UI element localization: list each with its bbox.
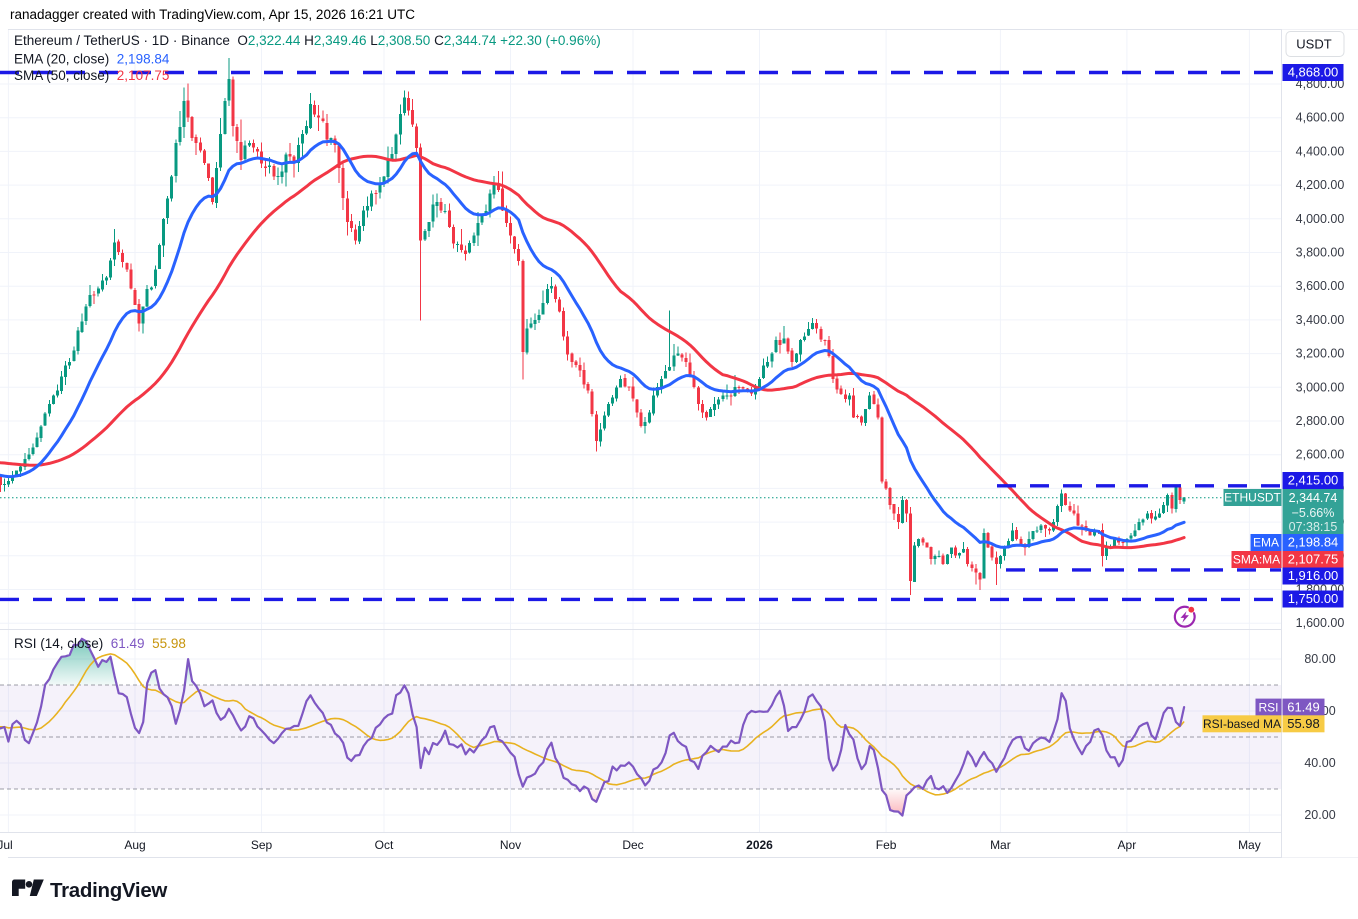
svg-text:2,198.84: 2,198.84 bbox=[1288, 535, 1339, 550]
svg-text:Sep: Sep bbox=[251, 838, 273, 852]
svg-text:4,868.00: 4,868.00 bbox=[1288, 65, 1339, 80]
svg-text:1,750.00: 1,750.00 bbox=[1288, 591, 1339, 606]
svg-text:2,415.00: 2,415.00 bbox=[1288, 473, 1339, 488]
svg-text:Apr: Apr bbox=[1118, 838, 1137, 852]
svg-text:4,200.00: 4,200.00 bbox=[1296, 178, 1345, 192]
svg-text:Dec: Dec bbox=[622, 838, 643, 852]
svg-text:RSI-based MA: RSI-based MA bbox=[1203, 717, 1281, 731]
svg-text:2,344.74: 2,344.74 bbox=[1289, 491, 1338, 505]
svg-text:EMA: EMA bbox=[1253, 536, 1279, 550]
svg-text:Ethereum / TetherUS · 1D · Bin: Ethereum / TetherUS · 1D · Binance O2,32… bbox=[14, 33, 601, 48]
svg-text:2,800.00: 2,800.00 bbox=[1296, 414, 1345, 428]
svg-text:2026: 2026 bbox=[746, 838, 773, 852]
svg-text:2,600.00: 2,600.00 bbox=[1296, 448, 1345, 462]
svg-text:3,200.00: 3,200.00 bbox=[1296, 347, 1345, 361]
svg-text:TradingView: TradingView bbox=[50, 879, 167, 902]
svg-text:USDT: USDT bbox=[1296, 37, 1331, 52]
svg-text:EMA (20, close) 2,198.84: EMA (20, close) 2,198.84 bbox=[14, 52, 170, 67]
svg-text:3,000.00: 3,000.00 bbox=[1296, 380, 1345, 394]
svg-text:−5.66%: −5.66% bbox=[1292, 506, 1335, 520]
svg-text:4,400.00: 4,400.00 bbox=[1296, 144, 1345, 158]
svg-text:SMA (50, close) 2,107.75: SMA (50, close) 2,107.75 bbox=[14, 68, 169, 83]
svg-text:61.49: 61.49 bbox=[1287, 699, 1320, 714]
svg-text:SMA:MA: SMA:MA bbox=[1233, 553, 1280, 567]
svg-text:07:38:15: 07:38:15 bbox=[1289, 520, 1338, 534]
svg-text:1,600.00: 1,600.00 bbox=[1296, 616, 1345, 630]
svg-text:Feb: Feb bbox=[876, 838, 897, 852]
svg-text:40.00: 40.00 bbox=[1304, 756, 1335, 770]
svg-text:Jul: Jul bbox=[0, 838, 13, 852]
svg-text:Mar: Mar bbox=[990, 838, 1011, 852]
svg-text:Nov: Nov bbox=[500, 838, 521, 852]
svg-text:80.00: 80.00 bbox=[1304, 652, 1335, 666]
svg-text:55.98: 55.98 bbox=[1287, 716, 1320, 731]
svg-text:4,000.00: 4,000.00 bbox=[1296, 212, 1345, 226]
svg-text:RSI: RSI bbox=[1258, 700, 1278, 714]
svg-text:Aug: Aug bbox=[124, 838, 145, 852]
svg-text:1,916.00: 1,916.00 bbox=[1288, 568, 1339, 583]
svg-text:ETHUSDT: ETHUSDT bbox=[1224, 491, 1281, 505]
svg-text:20.00: 20.00 bbox=[1304, 808, 1335, 822]
svg-text:4,600.00: 4,600.00 bbox=[1296, 111, 1345, 125]
svg-text:3,400.00: 3,400.00 bbox=[1296, 313, 1345, 327]
svg-text:2,107.75: 2,107.75 bbox=[1288, 552, 1339, 567]
svg-text:ranadagger created with Tradin: ranadagger created with TradingView.com,… bbox=[10, 7, 415, 22]
svg-text:3,800.00: 3,800.00 bbox=[1296, 246, 1345, 260]
svg-text:3,600.00: 3,600.00 bbox=[1296, 279, 1345, 293]
svg-text:Oct: Oct bbox=[375, 838, 394, 852]
svg-text:RSI (14, close) 61.49 55.98: RSI (14, close) 61.49 55.98 bbox=[14, 636, 186, 651]
svg-text:May: May bbox=[1238, 838, 1261, 852]
